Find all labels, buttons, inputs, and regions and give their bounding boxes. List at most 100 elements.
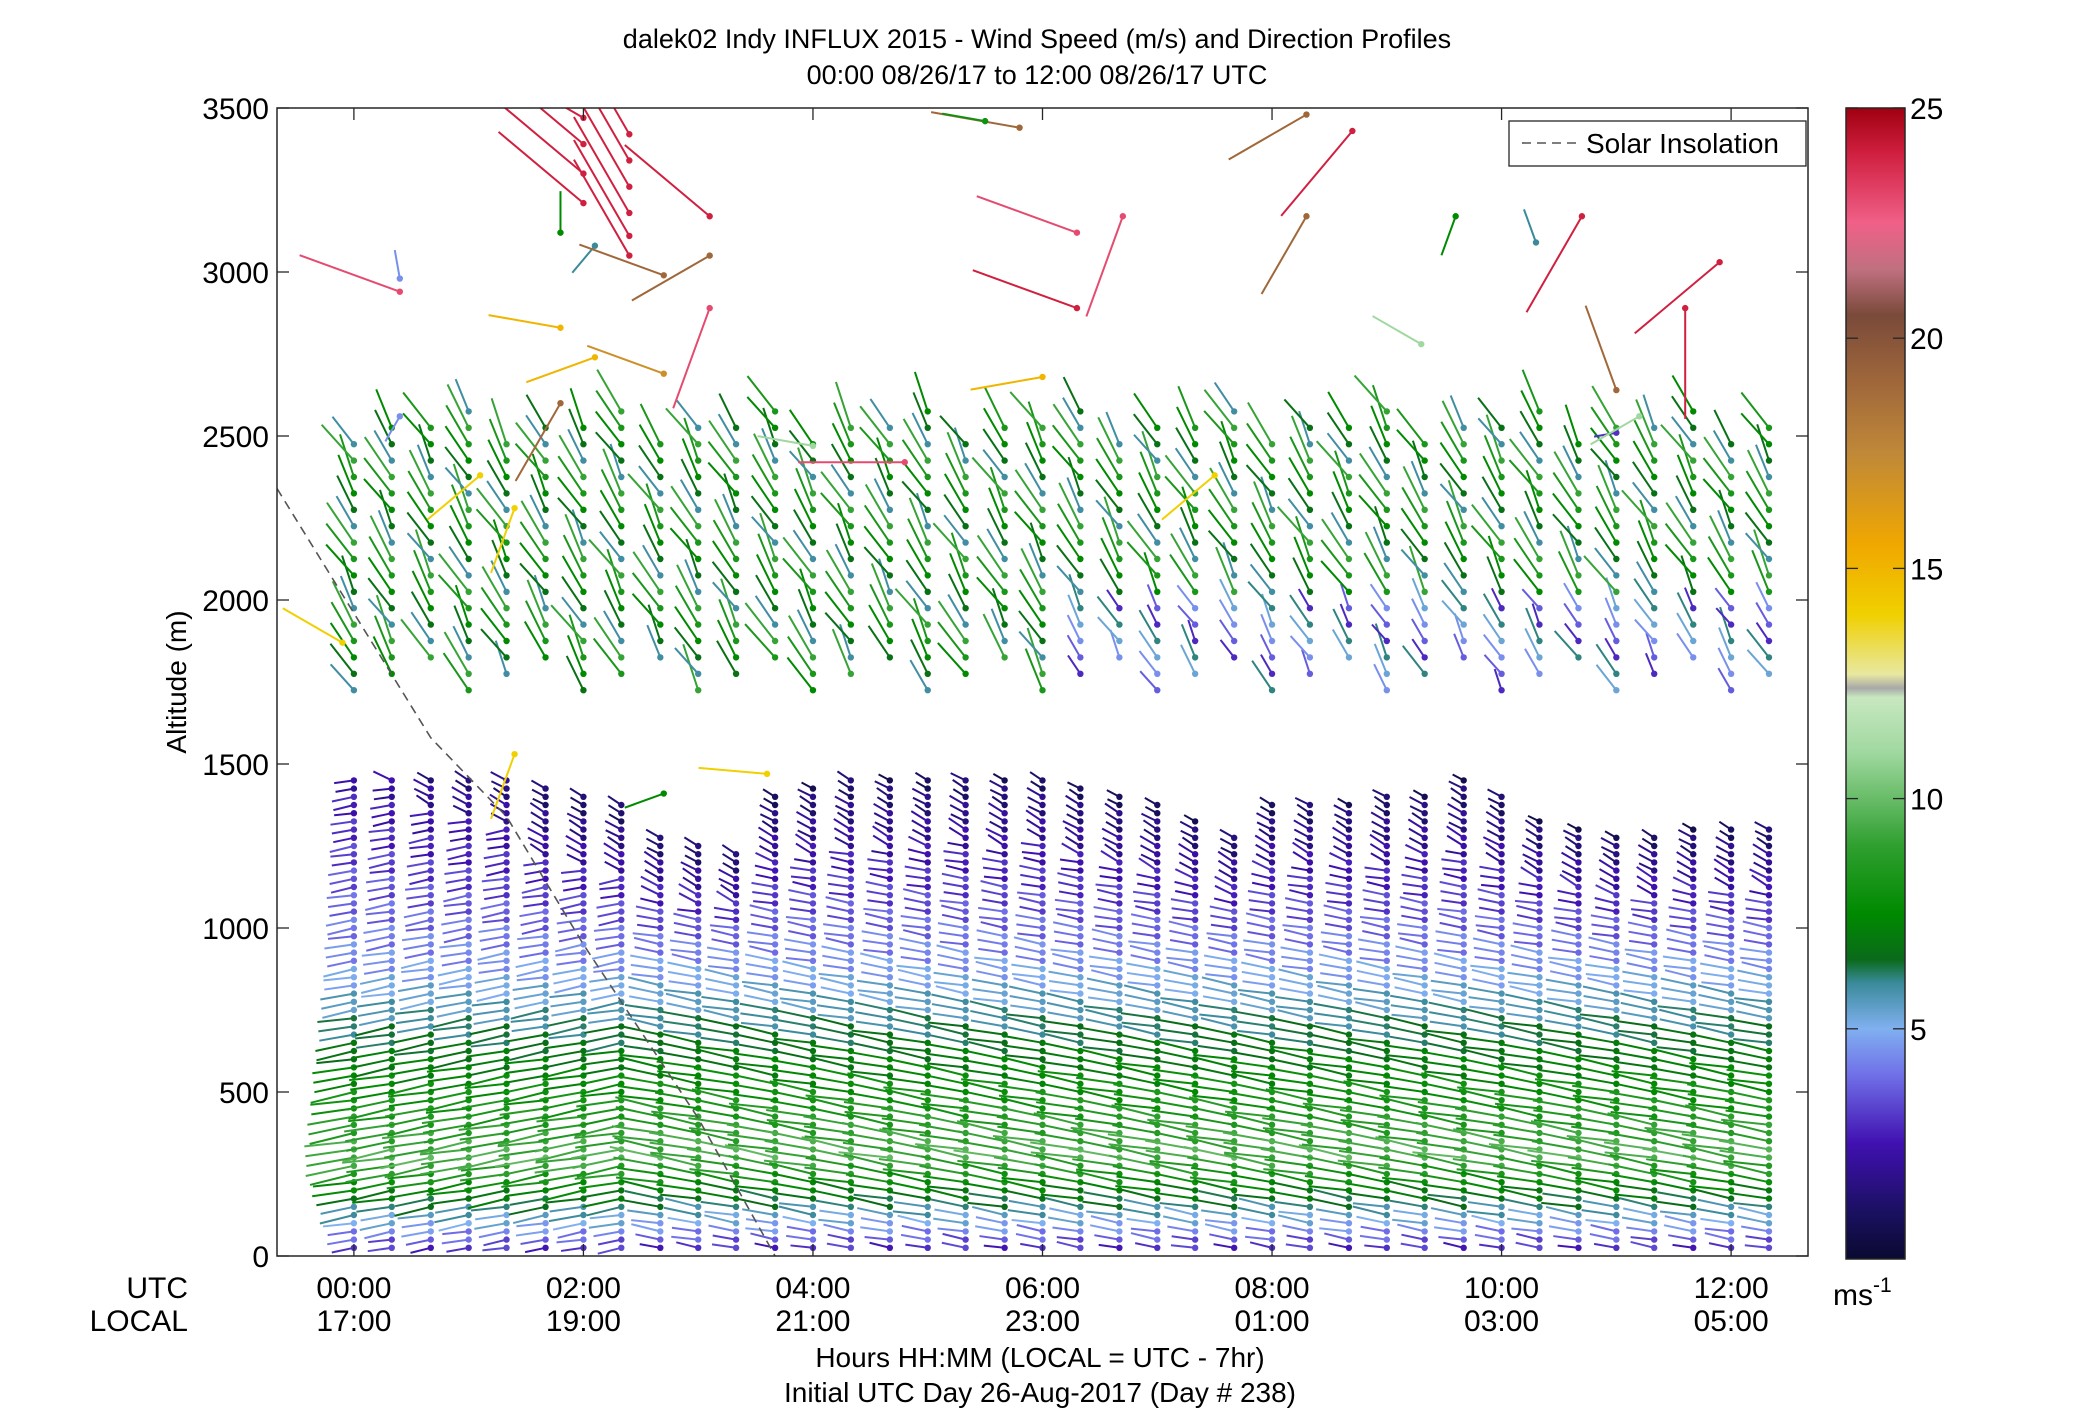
barb-shaft — [552, 968, 584, 976]
barb-shaft — [464, 1082, 507, 1090]
barb-shaft — [654, 1081, 699, 1093]
barb-point — [1077, 441, 1084, 448]
wind-barb — [557, 476, 587, 513]
wind-barb — [643, 503, 664, 546]
barb-point — [427, 1031, 434, 1038]
barb-point — [694, 1006, 702, 1014]
barb-point — [886, 1121, 894, 1129]
barb-point — [1001, 457, 1008, 464]
barb-point — [732, 506, 740, 513]
barb-shaft — [516, 976, 546, 982]
barb-point — [542, 1015, 549, 1022]
barb-shaft — [497, 1132, 546, 1146]
wind-barb — [586, 1203, 625, 1217]
barb-point — [1077, 801, 1084, 809]
barb-point — [542, 924, 549, 932]
barb-point — [503, 539, 510, 546]
barb-shaft — [371, 845, 392, 851]
barb-shaft — [460, 1140, 507, 1151]
wind-barb — [480, 941, 510, 951]
barb-shaft — [786, 1234, 814, 1241]
barb-point — [1154, 670, 1161, 677]
barb-point — [962, 933, 969, 940]
barb-point — [465, 810, 472, 817]
barb-shaft — [464, 1181, 507, 1191]
wind-barb — [516, 974, 549, 982]
barb-point — [924, 670, 931, 677]
barb-point — [657, 490, 664, 497]
barb-point — [465, 1088, 472, 1096]
barb-shaft — [331, 416, 355, 445]
barb-point — [618, 473, 625, 481]
wind-barb — [308, 1121, 358, 1136]
barb-point — [1001, 892, 1008, 899]
barb-point — [694, 506, 702, 513]
barb-point — [1116, 965, 1123, 973]
barb-point — [1191, 1170, 1199, 1178]
barb-point — [542, 900, 549, 907]
barb-point — [618, 908, 625, 915]
wind-barb — [751, 474, 779, 513]
wind-barb — [700, 1200, 740, 1211]
barb-point — [732, 957, 740, 964]
barb-point — [1154, 842, 1161, 850]
barb-point — [657, 965, 664, 973]
barb-point — [1191, 572, 1199, 579]
barb-point — [1191, 1047, 1199, 1055]
barb-point — [465, 1211, 472, 1219]
barb-shaft — [403, 910, 431, 919]
barb-shaft — [323, 976, 354, 982]
barb-point — [924, 801, 931, 809]
barb-point — [962, 949, 969, 956]
wind-barb — [429, 1039, 472, 1051]
barb-shaft — [353, 1058, 392, 1069]
barb-shaft — [382, 1140, 431, 1149]
barb-shaft — [386, 1115, 431, 1128]
wind-barb — [341, 555, 358, 595]
barb-shaft — [534, 1140, 584, 1153]
barb-shaft — [623, 1199, 661, 1208]
wind-barb — [420, 1138, 472, 1155]
barb-shaft — [575, 1140, 622, 1149]
barb-point — [924, 1006, 931, 1014]
wind-barb — [624, 1190, 664, 1202]
barb-shaft — [466, 1050, 507, 1058]
barb-shaft — [746, 375, 776, 413]
barb-point — [847, 777, 855, 784]
wind-barb — [327, 900, 358, 909]
wind-barb — [723, 473, 740, 513]
wind-barb — [631, 1219, 664, 1227]
barb-shaft — [450, 484, 470, 527]
wind-barb — [389, 1056, 434, 1066]
wind-barb — [639, 1243, 664, 1252]
barb-point — [465, 687, 472, 694]
wind-barb — [629, 995, 664, 1005]
wind-barb — [508, 1039, 549, 1052]
barb-point — [1039, 801, 1046, 809]
barb-point — [694, 523, 702, 530]
barb-point — [542, 810, 549, 817]
barb-point — [657, 523, 664, 530]
barb-point — [542, 793, 549, 800]
wind-barb — [567, 428, 587, 464]
barb-point — [847, 490, 855, 497]
barb-point — [350, 941, 358, 948]
barb-shaft — [599, 886, 622, 891]
barb-shaft — [429, 1041, 469, 1051]
barb-shaft — [388, 1082, 432, 1096]
wind-barb — [640, 884, 664, 899]
barb-point — [542, 1031, 549, 1038]
barb-point — [350, 924, 358, 932]
barb-shaft — [312, 1066, 355, 1075]
barb-point — [503, 826, 510, 833]
wind-barb — [394, 1039, 434, 1053]
barb-point — [503, 949, 510, 956]
barb-shaft — [400, 618, 432, 659]
barb-shaft — [395, 1009, 431, 1015]
wind-barb — [565, 834, 587, 850]
barb-shaft — [680, 861, 699, 872]
barb-point — [580, 990, 587, 997]
barb-point — [542, 842, 549, 850]
barb-point — [1191, 941, 1199, 948]
barb-point — [1001, 1129, 1008, 1137]
